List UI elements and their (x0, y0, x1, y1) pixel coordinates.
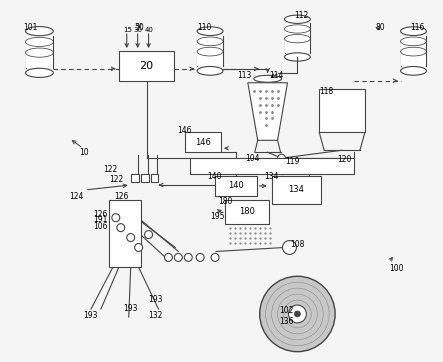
Text: 118: 118 (319, 87, 334, 96)
Text: 114: 114 (270, 71, 284, 80)
Text: 146: 146 (177, 126, 192, 135)
Text: 134: 134 (288, 185, 304, 194)
Polygon shape (248, 83, 288, 140)
Bar (190, 158, 354, 174)
Circle shape (112, 214, 120, 222)
Text: 124: 124 (69, 192, 84, 201)
Ellipse shape (400, 27, 427, 35)
Ellipse shape (400, 67, 427, 75)
Circle shape (144, 231, 152, 239)
Bar (215, 176, 257, 196)
Text: 140: 140 (228, 181, 244, 190)
Circle shape (196, 253, 204, 261)
Circle shape (117, 224, 125, 232)
Text: 195: 195 (210, 212, 225, 221)
Text: 15: 15 (123, 27, 132, 33)
Bar (151, 174, 159, 182)
Circle shape (164, 253, 172, 261)
Bar (140, 174, 148, 182)
Bar (319, 89, 365, 132)
Text: 120: 120 (337, 155, 351, 164)
Text: 40: 40 (144, 27, 153, 33)
Ellipse shape (197, 27, 223, 35)
Text: 140: 140 (207, 172, 222, 181)
Bar (185, 132, 221, 152)
Text: 126: 126 (93, 210, 107, 219)
Text: 112: 112 (295, 11, 309, 20)
Text: 10: 10 (79, 148, 89, 157)
Text: 180: 180 (218, 197, 233, 206)
Ellipse shape (254, 75, 282, 82)
Text: 116: 116 (411, 23, 425, 32)
Text: 113: 113 (237, 71, 251, 80)
Ellipse shape (197, 67, 223, 75)
Text: 134: 134 (264, 172, 279, 181)
Text: 193: 193 (83, 311, 97, 320)
Text: 122: 122 (109, 175, 123, 184)
Circle shape (211, 253, 219, 261)
Circle shape (260, 276, 335, 352)
Circle shape (295, 311, 300, 317)
Bar (26, 36, 53, 68)
Text: 20: 20 (140, 61, 154, 71)
Bar (119, 51, 175, 81)
Circle shape (127, 233, 135, 241)
Text: 126: 126 (114, 192, 128, 201)
Bar (272, 176, 321, 204)
Bar (225, 200, 268, 224)
Circle shape (135, 244, 143, 252)
Text: 193: 193 (148, 295, 163, 304)
Circle shape (278, 154, 285, 162)
Text: 80: 80 (376, 23, 385, 32)
Text: 100: 100 (389, 264, 403, 273)
Ellipse shape (26, 68, 53, 77)
Text: 119: 119 (285, 157, 300, 166)
Ellipse shape (284, 15, 310, 24)
Bar (400, 35, 427, 67)
Ellipse shape (284, 53, 310, 61)
Circle shape (283, 240, 296, 254)
Text: 132: 132 (148, 311, 163, 320)
Bar (131, 174, 139, 182)
Circle shape (288, 305, 307, 323)
Text: 146: 146 (195, 138, 211, 147)
Text: 104: 104 (245, 154, 259, 163)
Text: 106: 106 (93, 222, 108, 231)
Text: 30: 30 (134, 27, 143, 33)
Bar (284, 24, 310, 53)
Text: 50: 50 (135, 23, 144, 32)
Text: 191: 191 (93, 215, 107, 224)
Text: 110: 110 (197, 23, 212, 32)
Text: 102: 102 (280, 306, 294, 315)
Text: 136: 136 (280, 317, 294, 326)
Text: 108: 108 (291, 240, 305, 249)
Bar (197, 35, 223, 67)
Ellipse shape (26, 26, 53, 36)
Text: 193: 193 (123, 304, 137, 313)
Circle shape (184, 253, 192, 261)
Text: 101: 101 (23, 23, 38, 32)
Text: 180: 180 (239, 207, 255, 216)
Circle shape (175, 253, 183, 261)
Bar (109, 200, 140, 267)
Text: 122: 122 (103, 165, 117, 174)
